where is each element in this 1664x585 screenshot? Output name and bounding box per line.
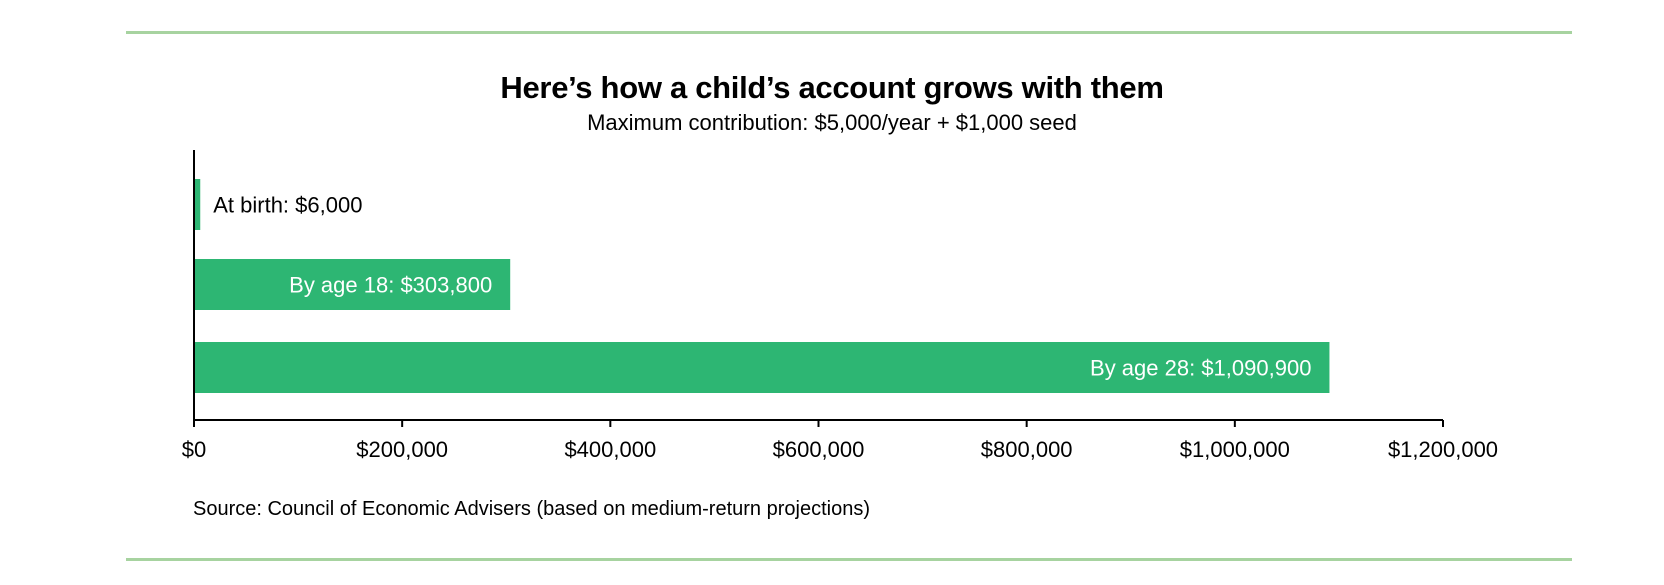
x-tick-label-2: $400,000	[564, 437, 656, 462]
bar-1	[194, 259, 511, 310]
x-tick-label-5: $1,000,000	[1180, 437, 1290, 462]
x-tick-label-0: $0	[182, 437, 206, 462]
bar-label-0: At birth: $6,000	[213, 193, 362, 218]
chart-subtitle: Maximum contribution: $5,000/year + $1,0…	[587, 110, 1077, 135]
bar-0	[194, 179, 201, 230]
bar-label-2: By age 28: $1,090,900	[1090, 356, 1311, 381]
bar-label-1: By age 18: $303,800	[289, 273, 492, 298]
x-tick-label-6: $1,200,000	[1388, 437, 1498, 462]
source-note: Source: Council of Economic Advisers (ba…	[193, 498, 870, 520]
x-tick-label-3: $600,000	[773, 437, 865, 462]
x-tick-label-4: $800,000	[981, 437, 1073, 462]
bar-2	[194, 342, 1330, 393]
x-tick-label-1: $200,000	[356, 437, 448, 462]
top-divider	[126, 31, 1572, 34]
chart-title: Here’s how a child’s account grows with …	[500, 70, 1164, 105]
bottom-divider	[126, 558, 1572, 561]
